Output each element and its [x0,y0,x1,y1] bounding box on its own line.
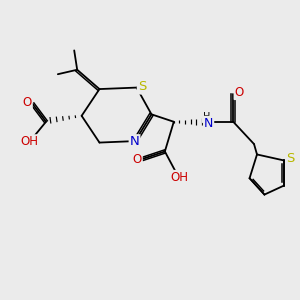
Text: OH: OH [21,135,39,148]
Text: OH: OH [171,171,189,184]
Text: O: O [22,96,32,109]
Text: N: N [130,135,140,148]
Text: O: O [235,86,244,99]
Text: S: S [286,152,295,165]
Text: S: S [138,80,146,94]
Text: H: H [203,112,210,122]
Text: N: N [204,117,213,130]
Text: O: O [133,153,142,166]
